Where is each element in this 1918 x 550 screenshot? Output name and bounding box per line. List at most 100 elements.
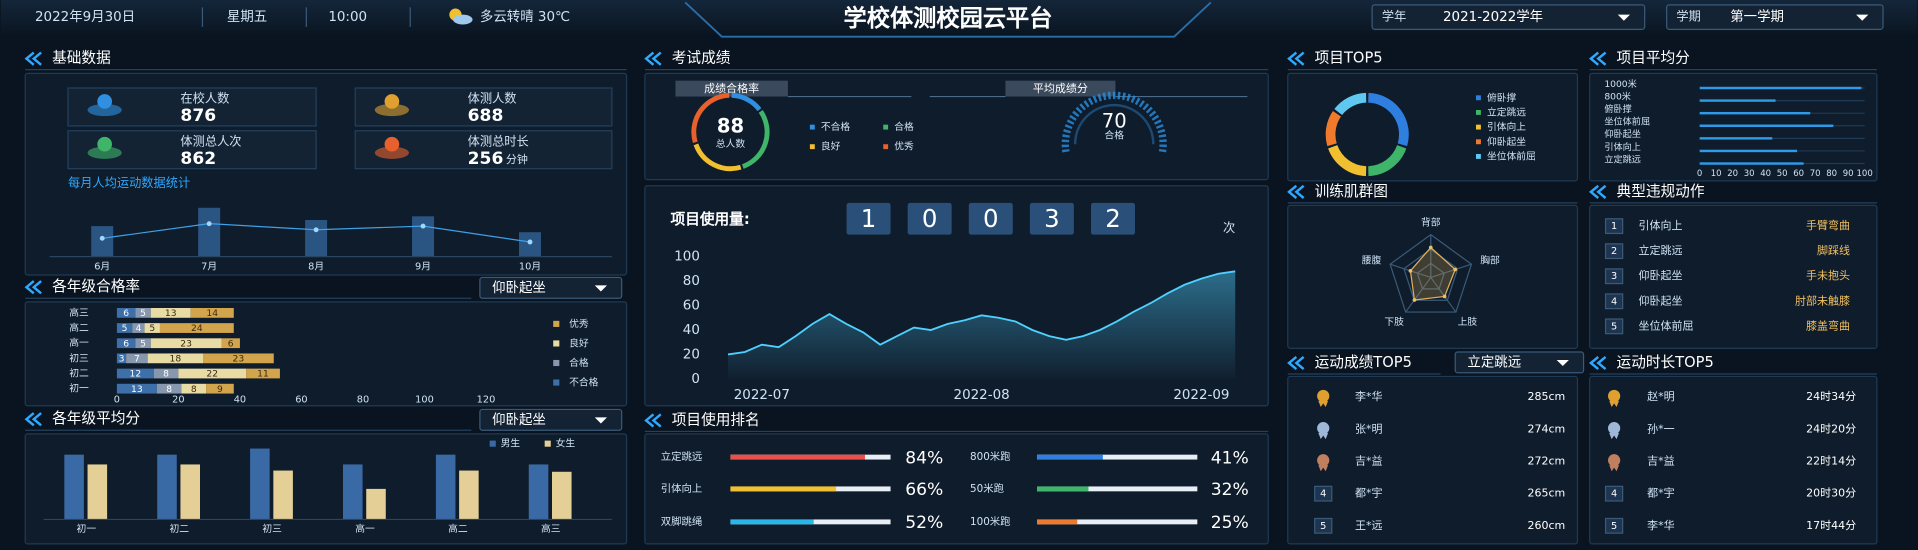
legend-label: 良好 xyxy=(821,140,841,153)
digit: 1 xyxy=(861,204,877,233)
x-tick-label: 40 xyxy=(234,395,246,406)
score: 272cm xyxy=(1527,455,1565,468)
bar-segment xyxy=(116,383,157,394)
dropdown[interactable] xyxy=(1454,351,1585,374)
panel-title: 项目平均分 xyxy=(1617,50,1691,67)
dropdown-value: 第一学期 xyxy=(1730,8,1784,25)
rank-box xyxy=(1604,517,1624,534)
legend-label: 男生 xyxy=(501,437,521,450)
time: 10:00 xyxy=(328,10,367,25)
bar-value: 6 xyxy=(123,308,129,319)
score: 20时30分 xyxy=(1806,487,1856,500)
bar-segment xyxy=(147,353,204,364)
legend-label: 优秀 xyxy=(569,317,589,330)
bar xyxy=(730,519,814,525)
panel xyxy=(1589,375,1878,545)
item-name: 立定跳远 xyxy=(1639,243,1683,257)
rank: 1 xyxy=(1611,221,1617,232)
bar xyxy=(1699,162,1804,165)
violation: 脚踩线 xyxy=(1817,243,1850,257)
radar-point xyxy=(1442,294,1447,299)
y-tick-label: 0 xyxy=(691,372,700,387)
panel-title: 项目TOP5 xyxy=(1315,50,1383,67)
legend-label: 仰卧起坐 xyxy=(1487,135,1526,148)
bar-segment xyxy=(206,383,234,394)
y-tick-label: 初一 xyxy=(69,382,89,395)
item-name: 仰卧起坐 xyxy=(1639,268,1683,282)
line-point xyxy=(99,235,105,241)
legend-swatch xyxy=(1476,95,1481,101)
bar-value: 23 xyxy=(233,353,245,364)
donut-segment xyxy=(693,143,742,172)
title-frame xyxy=(684,1,1212,38)
item-name: 引体向上 xyxy=(661,482,703,495)
medal xyxy=(1317,389,1330,403)
panel-title: 运动时长TOP5 xyxy=(1617,354,1714,371)
stat-value: 862 xyxy=(180,149,216,169)
bar-segment xyxy=(156,383,182,394)
bar xyxy=(1699,99,1776,102)
legend-label: 俯卧撑 xyxy=(1487,91,1517,104)
y-tick-label: 20 xyxy=(683,347,700,362)
y-tick-label: 40 xyxy=(683,323,700,338)
x-tick-label: 6月 xyxy=(94,260,110,272)
bar xyxy=(343,464,363,520)
legend-label: 女生 xyxy=(556,437,576,450)
x-tick-label: 9月 xyxy=(415,260,431,272)
value-label: 52% xyxy=(905,513,943,533)
bar xyxy=(412,216,435,257)
dropdown-arrow[interactable] xyxy=(594,285,607,292)
title-icon xyxy=(1588,355,1607,371)
bar-segment xyxy=(221,338,240,349)
digit-box xyxy=(907,202,952,235)
stat-label: 在校人数 xyxy=(180,91,229,106)
bar xyxy=(1037,454,1103,460)
bar xyxy=(64,454,84,520)
title-icon xyxy=(1287,51,1305,66)
bar xyxy=(1037,519,1078,525)
medal-ribbon xyxy=(1609,465,1619,472)
dropdown-arrow[interactable] xyxy=(1856,14,1869,21)
dropdown-arrow[interactable] xyxy=(1617,14,1630,21)
dropdown-value: 2021-2022学年 xyxy=(1443,9,1543,25)
bar xyxy=(459,470,479,520)
title-icon xyxy=(644,51,662,66)
medal xyxy=(1317,422,1330,435)
bar-value: 12 xyxy=(130,369,142,380)
usage-label: 项目使用量: xyxy=(671,210,750,228)
bar-value: 6 xyxy=(228,338,234,349)
bar xyxy=(180,464,200,520)
dropdown[interactable] xyxy=(479,276,623,299)
radar-point xyxy=(1453,267,1458,272)
bar xyxy=(157,454,177,520)
y-tick-label: 100 xyxy=(674,250,700,265)
area xyxy=(728,271,1236,379)
dropdown-value: 仰卧起坐 xyxy=(492,280,546,296)
donut-value: 88 xyxy=(717,115,744,138)
bar-value: 11 xyxy=(257,369,269,380)
violation: 手臂弯曲 xyxy=(1806,218,1850,232)
dropdown-arrow[interactable] xyxy=(594,417,607,424)
violation: 手未抱头 xyxy=(1806,268,1850,282)
digit: 3 xyxy=(1044,204,1060,233)
dropdown[interactable] xyxy=(1371,4,1646,30)
stat-icon xyxy=(97,136,112,152)
dropdown[interactable] xyxy=(1666,4,1884,30)
stat-label: 体测人数 xyxy=(468,91,517,106)
track xyxy=(1037,519,1198,525)
rank-box xyxy=(1604,268,1624,285)
rank: 2 xyxy=(1611,246,1617,257)
bar-segment xyxy=(135,338,151,349)
value-label: 66% xyxy=(905,480,943,500)
x-tick-label: 0 xyxy=(114,395,120,406)
legend-label: 良好 xyxy=(569,336,589,349)
stat-value: 688 xyxy=(468,106,504,126)
legend-label: 合格 xyxy=(569,356,589,369)
y-tick-label: 60 xyxy=(683,299,700,314)
radar-grid xyxy=(1403,248,1459,301)
dropdown-arrow[interactable] xyxy=(1556,359,1569,367)
dropdown[interactable] xyxy=(479,408,623,431)
bar-value: 13 xyxy=(131,384,143,395)
radar-axis xyxy=(1430,277,1457,313)
bar xyxy=(1699,111,1811,115)
